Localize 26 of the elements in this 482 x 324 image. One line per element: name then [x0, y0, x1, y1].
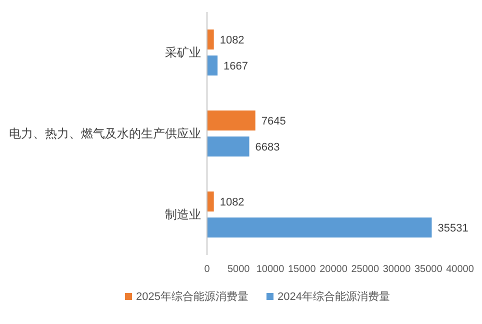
x-tick-label: 30000 [382, 264, 412, 275]
bar [207, 218, 432, 238]
bar [207, 30, 214, 50]
data-label: 1082 [220, 34, 244, 46]
data-label: 35531 [438, 222, 468, 234]
data-label: 6683 [255, 142, 280, 154]
bar [207, 56, 218, 76]
legend-label: 2025年综合能源消费量 [136, 290, 248, 303]
x-tick-label: 5000 [228, 264, 250, 275]
bar [207, 110, 256, 130]
y-tick-label: 制造业 [165, 208, 201, 222]
bar [207, 136, 250, 156]
data-label: 1667 [224, 60, 248, 72]
x-tick-label: 10000 [256, 264, 285, 275]
x-tick-label: 0 [204, 264, 210, 275]
x-tick-label: 25000 [351, 264, 380, 275]
x-tick-label: 15000 [288, 264, 316, 275]
x-tick-label: 40000 [446, 264, 474, 275]
data-label: 7645 [261, 116, 286, 128]
legend-label: 2024年综合能源消费量 [277, 290, 390, 303]
bar [207, 192, 214, 212]
data-label: 1082 [220, 196, 244, 208]
y-tick-label: 电力、热力、燃气及水的生产供应业 [9, 126, 201, 140]
x-tick-label: 20000 [320, 264, 348, 275]
x-tick-label: 35000 [414, 264, 443, 275]
y-tick-label: 采矿业 [165, 46, 201, 60]
